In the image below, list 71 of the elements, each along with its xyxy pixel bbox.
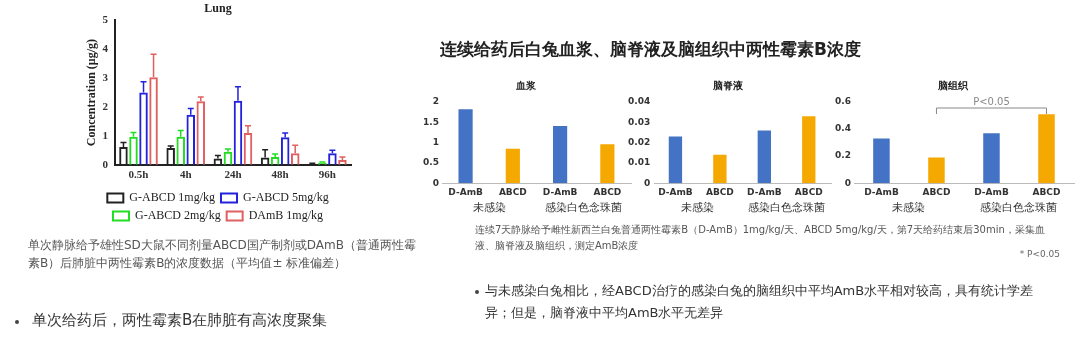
y-tick-label: 0.2 bbox=[834, 150, 851, 161]
x-tick-label: ABCD bbox=[922, 186, 951, 197]
y-tick-label: 0.5 bbox=[422, 157, 439, 168]
chart-title: 血浆 bbox=[514, 79, 537, 91]
y-tick-label: 0 bbox=[102, 157, 109, 170]
text: * P<0.05 bbox=[1019, 249, 1060, 259]
text: 单次给药后，两性霉素B在肺脏有高浓度聚集 bbox=[32, 311, 329, 330]
bar bbox=[1038, 114, 1055, 184]
y-tick-label: 0 bbox=[643, 177, 651, 188]
y-tick-label: 1 bbox=[102, 128, 108, 141]
bar bbox=[553, 125, 568, 184]
text: 感染白色念珠菌 bbox=[980, 201, 1058, 215]
x-tick-label: 48h bbox=[271, 168, 289, 181]
y-tick-label: 0 bbox=[844, 177, 851, 188]
bar bbox=[757, 130, 771, 184]
y-tick-label: 0.03 bbox=[627, 116, 651, 127]
text: 未感染 bbox=[472, 201, 506, 215]
text: 未感染 bbox=[681, 201, 715, 215]
x-tick-label: 0.5h bbox=[128, 168, 149, 181]
y-tick-label: 1.5 bbox=[422, 116, 439, 127]
x-tick-label: D-AmB bbox=[542, 186, 578, 197]
legend-label: G-ABCD 2mg/kg bbox=[135, 208, 221, 223]
x-tick-label: ABCD bbox=[794, 186, 823, 197]
x-tick-label: D-AmB bbox=[747, 186, 782, 197]
y-tick-label: 0.02 bbox=[627, 136, 651, 147]
y-tick-label: 1 bbox=[432, 136, 439, 147]
legend-label: G-ABCD 1mg/kg bbox=[129, 190, 215, 205]
y-tick-label: 0.4 bbox=[834, 123, 851, 134]
y-axis-title: Concentration (μg/g) bbox=[84, 39, 99, 147]
bar bbox=[713, 154, 727, 184]
chart-title: Lung bbox=[204, 1, 232, 16]
text: 感染白色念珠菌 bbox=[748, 201, 826, 215]
annotation: P<0.05 bbox=[973, 95, 1010, 107]
y-tick-label: 3 bbox=[102, 71, 109, 83]
text: 与未感染白兔相比，经ABCD治疗的感染白兔的脑组织中平均AmB水平相对较高，具有统计学差异；但是，脑脊液中平均AmB水平无差异 bbox=[485, 282, 1035, 322]
x-tick-label: D-AmB bbox=[448, 186, 483, 197]
y-tick-label: 0 bbox=[432, 177, 439, 188]
y-tick-label: 0.01 bbox=[627, 157, 651, 168]
legend-label: G-ABCD 5mg/kg bbox=[243, 190, 329, 205]
x-tick-label: ABCD bbox=[1032, 186, 1061, 197]
y-tick-label: 0.04 bbox=[627, 96, 651, 107]
bar bbox=[668, 136, 683, 184]
x-tick-label: ABCD bbox=[593, 186, 622, 197]
x-tick-label: ABCD bbox=[498, 186, 527, 197]
y-tick-label: 2 bbox=[432, 96, 439, 107]
legend-label: DAmB 1mg/kg bbox=[248, 208, 324, 223]
x-tick-label: 96h bbox=[318, 168, 336, 181]
bar bbox=[928, 157, 945, 184]
x-tick-label: D-AmB bbox=[658, 186, 693, 197]
bar bbox=[802, 116, 816, 184]
x-tick-label: ABCD bbox=[705, 186, 734, 197]
y-tick-label: 0.6 bbox=[834, 96, 851, 107]
bar bbox=[873, 138, 890, 184]
x-tick-label: D-AmB bbox=[974, 186, 1009, 197]
text: 连续7天静脉给予雌性新西兰白兔普通两性霉素B（D-AmB）1mg/kg/天、ABCD 5mg/kg/天，第7天给药结束后30min，采集血液、脑脊液及脑组织，测定AmB浓度 bbox=[475, 224, 1045, 251]
y-tick-label: 4 bbox=[102, 42, 109, 55]
text: 未感染 bbox=[892, 201, 926, 215]
bar bbox=[983, 133, 1000, 184]
y-tick-label: 2 bbox=[102, 99, 109, 112]
text: 连续给药后白兔血浆、脑脊液及脑组织中两性霉素B浓度 bbox=[440, 38, 861, 61]
x-tick-label: 24h bbox=[224, 168, 242, 181]
bar bbox=[505, 148, 520, 184]
x-tick-label: 4h bbox=[179, 168, 192, 181]
chart-title: 脑脊液 bbox=[712, 79, 744, 91]
x-tick-label: D-AmB bbox=[864, 186, 899, 197]
text: 感染白色念珠菌 bbox=[545, 201, 623, 215]
y-tick-label: 5 bbox=[102, 13, 109, 26]
bar bbox=[458, 109, 473, 184]
chart-title: 脑组织 bbox=[937, 79, 969, 91]
bar bbox=[600, 144, 615, 184]
text: 单次静脉给予雄性SD大鼠不同剂量ABCD国产制剂或DAmB（普通两性霉素B）后肺脏中两性霉素B的浓度数据（平均值± 标准偏差） bbox=[28, 237, 417, 272]
